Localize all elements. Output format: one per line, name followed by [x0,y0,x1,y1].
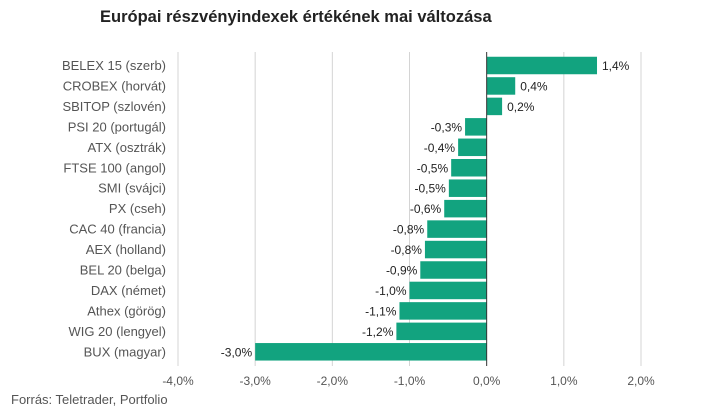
data-label: -0,8% [393,223,425,237]
x-tick-label: -4,0% [162,374,194,388]
x-tick-label: -1,0% [394,374,426,388]
category-label: BUX (magyar) [84,344,166,359]
x-tick-label: 1,0% [550,374,578,388]
bar [465,118,487,136]
data-label: -0,4% [424,141,456,155]
bar [399,302,487,320]
category-label: PX (cseh) [109,201,166,216]
x-tick-label: 2,0% [627,374,655,388]
bar [451,159,487,177]
data-label: -1,0% [375,284,407,298]
bar-chart: -4,0% -3,0% -2,0% -1,0% 0,0% 1,0% 2,0% BELEX 15… [62,52,655,388]
data-label: -0,5% [414,182,446,196]
data-label: -3,0% [221,345,253,359]
category-label: SMI (svájci) [98,181,166,196]
chart-title: Európai részvényindexek értékének mai vá… [100,8,492,26]
bar [255,343,487,361]
x-tick-label: -3,0% [239,374,271,388]
x-tick-label: -2,0% [317,374,349,388]
bar [486,77,516,95]
bar [458,138,487,157]
data-label: -1,2% [362,325,394,339]
category-label: BEL 20 (belga) [80,263,166,278]
category-label: SBITOP (szlovén) [62,99,166,114]
source-note: Forrás: Teletrader, Portfolio [11,392,168,407]
x-tick-label: 0,0% [473,374,501,388]
category-label: PSI 20 (portugál) [68,119,166,134]
bar [486,97,503,116]
bar [427,220,487,238]
data-label: -0,3% [431,120,463,134]
data-label: -0,6% [410,202,442,216]
bar [448,179,487,197]
bar [424,240,487,259]
data-label: 1,4% [602,59,630,73]
data-label: -1,1% [365,304,397,318]
category-label: Athex (görög) [87,303,166,318]
data-label: 0,4% [520,79,548,93]
category-label: DAX (német) [91,283,166,298]
data-label: -0,9% [386,264,418,278]
bar [420,261,487,279]
category-label: CAC 40 (francia) [69,222,166,237]
category-label: CROBEX (horvát) [63,78,166,93]
category-label: ATX (osztrák) [88,140,167,155]
data-label: -0,8% [391,243,423,257]
category-label: BELEX 15 (szerb) [62,58,166,73]
category-label: AEX (holland) [86,242,166,257]
bar [486,56,598,75]
category-label: WIG 20 (lengyel) [68,324,166,339]
data-label: 0,2% [507,100,535,114]
bar [444,199,487,218]
data-label: -0,5% [417,161,449,175]
bar [409,281,487,300]
bar [396,322,487,341]
category-label: FTSE 100 (angol) [63,160,166,175]
